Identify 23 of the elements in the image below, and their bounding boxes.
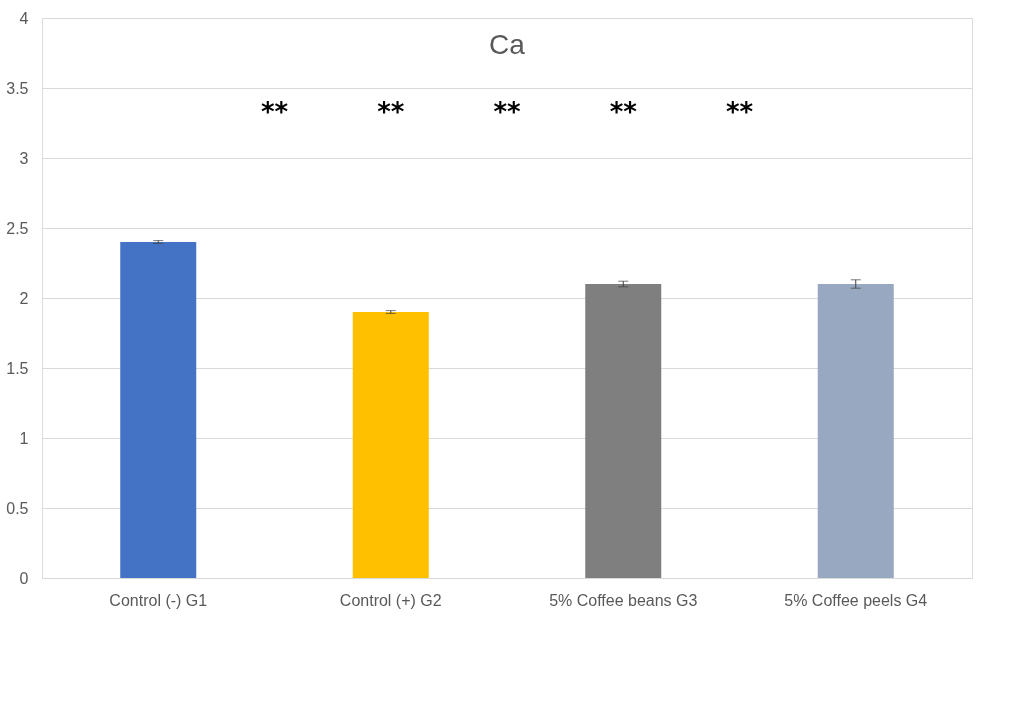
annotation: ** bbox=[609, 97, 638, 128]
bar bbox=[585, 284, 662, 578]
y-tick-label: 1.5 bbox=[6, 359, 29, 377]
y-tick-label: 4 bbox=[19, 9, 29, 27]
bar bbox=[120, 242, 197, 578]
y-tick-label: 2.5 bbox=[6, 219, 29, 237]
y-tick-label: 0.5 bbox=[6, 499, 29, 517]
annotation: ** bbox=[377, 97, 405, 128]
y-tick-label: 2 bbox=[19, 289, 29, 307]
bar bbox=[817, 284, 894, 578]
x-tick-label: Control (+) G2 bbox=[339, 591, 442, 609]
annotation: ** bbox=[260, 97, 289, 128]
y-tick-label: 3 bbox=[19, 149, 29, 167]
annotation: ** bbox=[725, 97, 754, 128]
annotation: ** bbox=[493, 97, 521, 128]
bar bbox=[352, 312, 429, 578]
y-tick-label: 3.5 bbox=[6, 79, 29, 97]
y-tick-label: 0 bbox=[19, 569, 29, 587]
x-tick-label: 5% Coffee beans G3 bbox=[549, 591, 698, 609]
x-tick-label: Control (-) G1 bbox=[109, 591, 208, 609]
y-tick-label: 1 bbox=[19, 429, 29, 447]
chart-title: Ca bbox=[489, 29, 526, 60]
x-tick-label: 5% Coffee peels G4 bbox=[784, 591, 928, 609]
